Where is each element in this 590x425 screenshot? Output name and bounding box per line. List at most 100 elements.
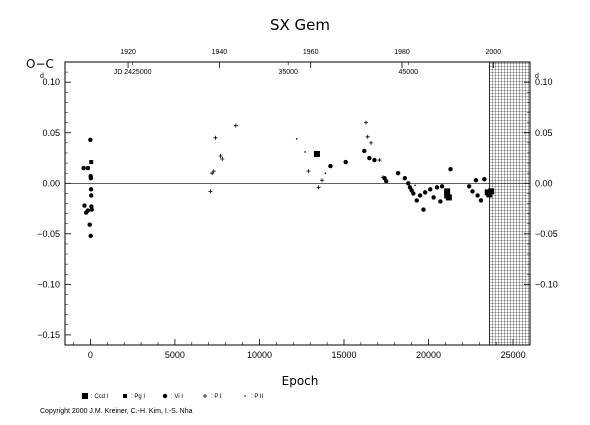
data-point (313, 150, 320, 157)
data-point (422, 190, 428, 195)
data-points (81, 120, 495, 239)
data-point (306, 169, 311, 174)
data-point (82, 203, 87, 208)
y-left-tick-label: −0.10 (37, 279, 60, 289)
legend-entry: : Ccd I (91, 394, 109, 400)
top-year-label: 2000 (486, 49, 502, 56)
data-point (87, 222, 92, 227)
data-point (377, 158, 382, 163)
data-point (324, 172, 327, 174)
data-point (365, 134, 370, 139)
y-left-tick-label: 0.00 (42, 178, 60, 188)
top-year-label: 1940 (212, 49, 228, 56)
legend-entry: : Pg I (131, 394, 145, 400)
data-point (488, 188, 495, 195)
data-point (295, 138, 298, 140)
data-point (218, 153, 223, 158)
legend-entry: : P II (251, 394, 264, 400)
legend-marker (162, 393, 168, 399)
data-point (421, 207, 426, 212)
data-point (220, 157, 225, 162)
top-jd-label: 45000 (399, 69, 419, 76)
y-left-tick-label: 0.05 (42, 128, 60, 138)
legend-marker (244, 395, 246, 397)
x-tick-label: 20000 (416, 350, 441, 360)
data-point (213, 135, 218, 140)
data-point (304, 151, 306, 153)
y-right-tick-label: 0.00 (535, 178, 553, 188)
y-left-tick-label: −0.15 (37, 330, 60, 340)
axes (64, 61, 531, 346)
data-point (372, 157, 377, 163)
data-point (444, 188, 451, 195)
legend-marker (123, 394, 127, 398)
data-point (369, 140, 374, 145)
data-point (343, 159, 348, 165)
y-axis-label: O−C (26, 57, 54, 71)
x-tick-label: 5000 (165, 350, 185, 360)
data-point (478, 198, 484, 203)
data-point (85, 208, 91, 213)
y-left-tick-label: 0.10 (42, 77, 60, 87)
data-point (81, 165, 86, 171)
data-point (88, 187, 94, 192)
data-point (434, 185, 440, 190)
data-point (367, 155, 372, 161)
copyright-note: Copyright 2000 J.M. Kreiner, C.-H. Kim, … (40, 408, 193, 415)
y-right-tick-label: −0.10 (535, 279, 558, 289)
legend: : Ccd I : Pg I : Vi I : P I : P II (82, 393, 264, 400)
x-tick-label: 15000 (331, 350, 356, 360)
top-year-label: 1960 (303, 49, 319, 56)
data-point (362, 148, 367, 154)
data-point (448, 166, 453, 172)
legend-marker (203, 394, 207, 398)
data-point (380, 175, 385, 180)
data-point (473, 178, 479, 183)
data-point (428, 187, 433, 192)
data-point (402, 176, 408, 181)
chart-title: SX Gem (270, 16, 330, 34)
x-tick-label: 10000 (247, 350, 272, 360)
data-point (395, 170, 401, 176)
data-point (417, 193, 423, 198)
data-point (363, 120, 368, 125)
y-left-tick-label: −0.05 (37, 229, 60, 239)
legend-entry: : P I (211, 394, 222, 400)
data-point (88, 176, 94, 181)
y-right-tick-label: 0.05 (535, 128, 553, 138)
y-unit-mark-right: d (535, 73, 539, 80)
legend-marker (82, 393, 88, 399)
x-axis-label: Epoch (282, 374, 319, 388)
plot-frame (64, 61, 531, 346)
data-point (85, 166, 90, 171)
top-year-label: 1980 (394, 49, 410, 56)
data-point (89, 207, 94, 212)
tick-labels: 0 5000 10000 15000 20000 25000 0.10 0.05 0.00 −0.… (37, 49, 558, 360)
x-tick-label: 0 (88, 350, 93, 360)
y-right-tick-label: 0.10 (535, 77, 553, 87)
data-point (316, 185, 321, 190)
data-point (414, 198, 419, 203)
hatched-area (489, 61, 531, 346)
data-point (88, 233, 93, 239)
legend-entry: : Vi I (171, 394, 183, 400)
data-point (208, 189, 213, 194)
x-tick-label: 25000 (501, 350, 526, 360)
top-year-label: 1920 (120, 49, 136, 56)
data-point (233, 123, 238, 128)
data-point (486, 191, 493, 198)
data-point (431, 195, 436, 200)
data-point (438, 199, 443, 204)
y-right-tick-label: −0.05 (535, 229, 558, 239)
top-jd-label: 35000 (278, 69, 298, 76)
data-point (406, 181, 411, 186)
data-point (211, 169, 216, 174)
y-unit-mark-left: d (40, 73, 44, 80)
data-point (466, 184, 472, 189)
data-point (411, 191, 416, 196)
data-point (210, 171, 215, 176)
hatched-region (489, 61, 531, 346)
data-point (89, 193, 94, 198)
data-point (439, 184, 445, 189)
data-point (445, 194, 452, 201)
